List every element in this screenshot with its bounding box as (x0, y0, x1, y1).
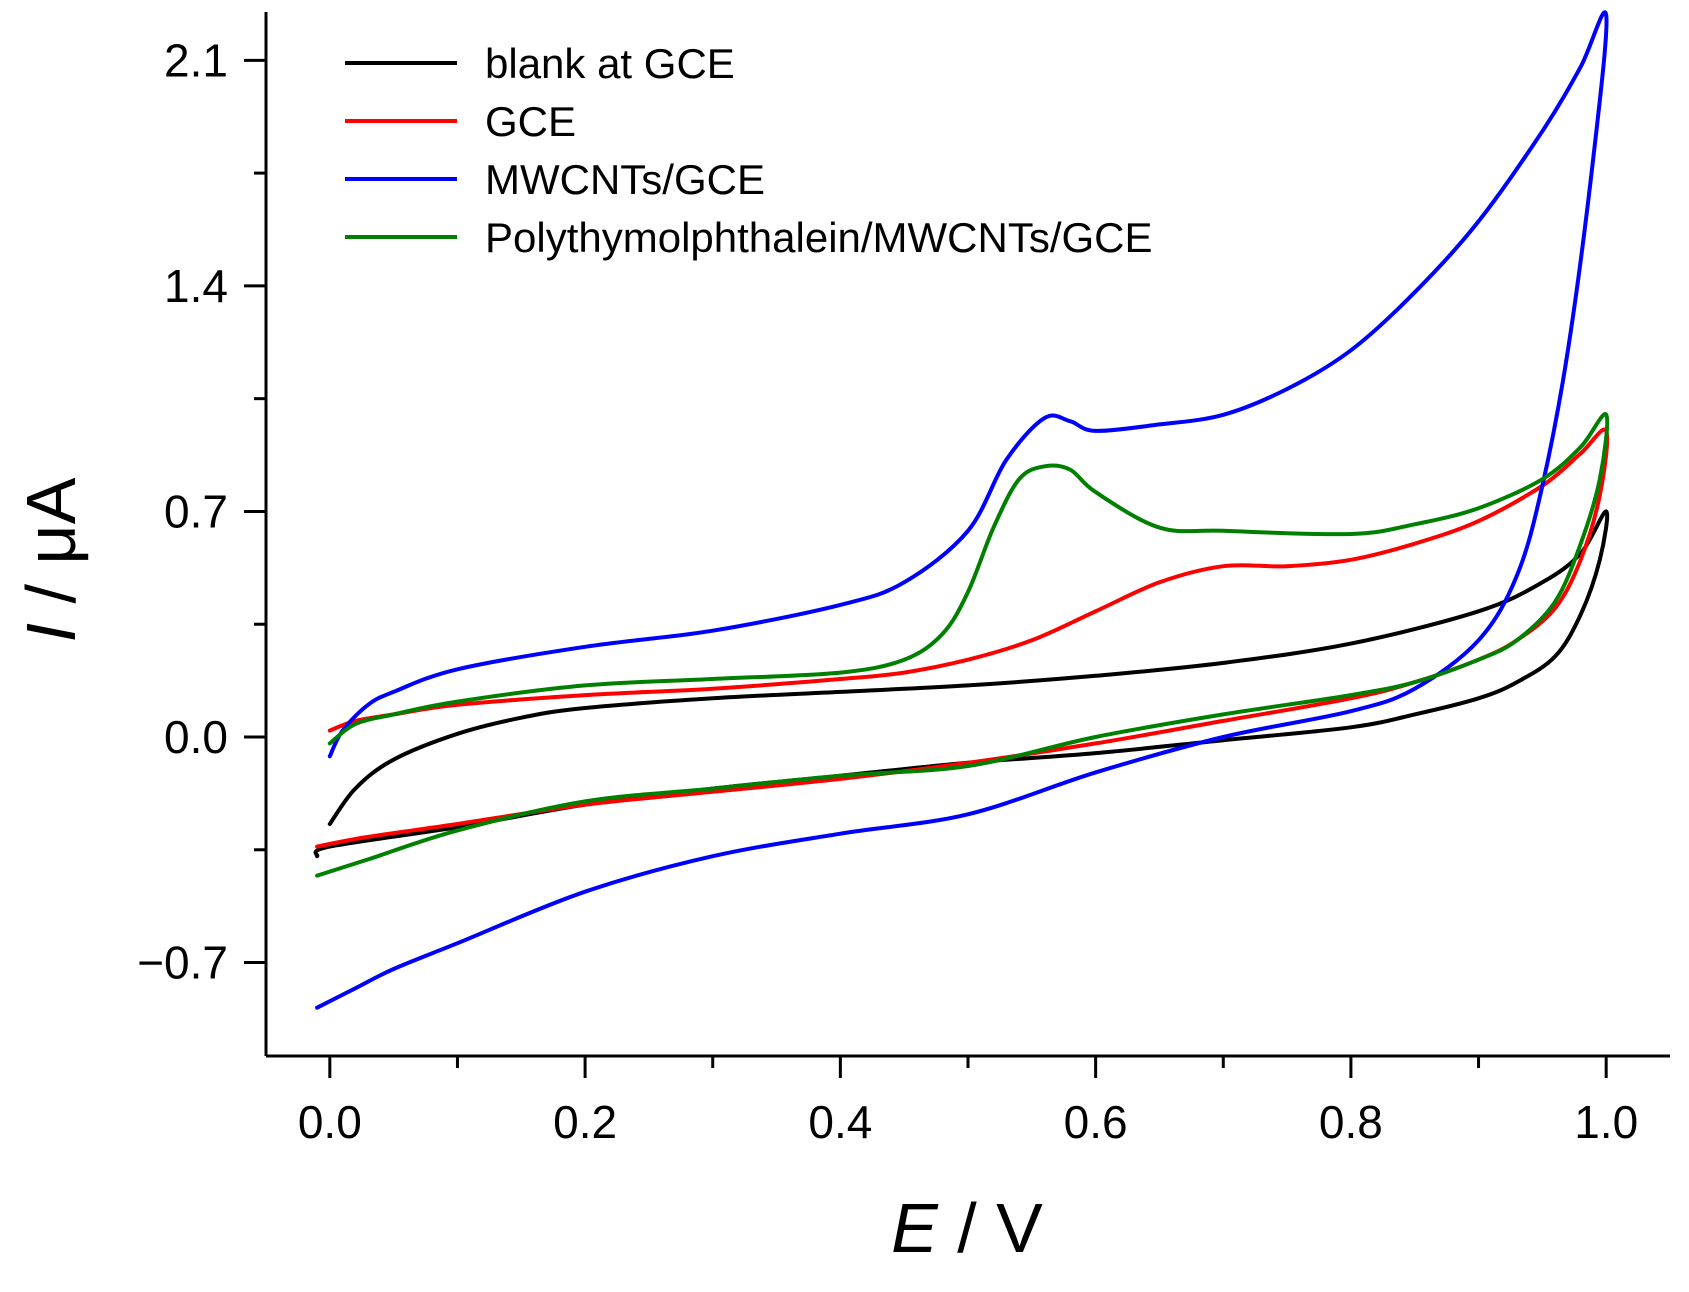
y-axis-title: I / μA (12, 477, 90, 642)
legend-label-1: blank at GCE (485, 40, 735, 87)
x-tick-label: 0.6 (1064, 1096, 1128, 1148)
axes (264, 12, 1670, 1058)
x-tick-label: 0.2 (553, 1096, 617, 1148)
legend-label-3: MWCNTs/GCE (485, 156, 765, 203)
series-layer (313, 10, 1610, 1010)
y-tick-label: −0.7 (137, 937, 228, 989)
y-tick-label: 0.7 (164, 485, 228, 537)
series-line-4 (315, 412, 1610, 878)
y-tick-label: 0.0 (164, 711, 228, 763)
series-line-2 (315, 427, 1610, 849)
x-tick-label: 0.4 (808, 1096, 872, 1148)
series-line-3 (315, 10, 1609, 1010)
x-tick-label: 0.8 (1319, 1096, 1383, 1148)
legend-label-4: Polythymolphthalein/MWCNTs/GCE (485, 214, 1153, 261)
ticks: 0.0 0.2 0.4 0.6 0.8 1.0 −0.7 0.0 0.7 1.4 2.1 (137, 34, 1638, 1148)
x-tick-label: 1.0 (1574, 1096, 1638, 1148)
legend: blank at GCE GCE MWCNTs/GCE Polythymolphtha… (345, 40, 1153, 261)
axis-titles: E / V I / μA (12, 477, 1043, 1267)
y-tick-label: 2.1 (164, 34, 228, 86)
x-axis-title: E / V (891, 1189, 1043, 1267)
y-tick-label: 1.4 (164, 260, 228, 312)
x-tick-label: 0.0 (298, 1096, 362, 1148)
legend-label-2: GCE (485, 98, 576, 145)
